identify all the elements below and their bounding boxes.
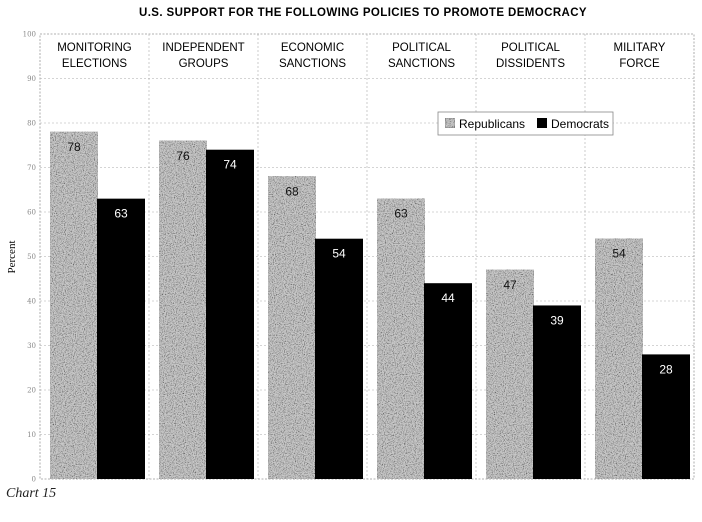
category-label-2-1: SANCTIONS xyxy=(279,58,346,70)
gridlines: 0 10 20 30 40 50 60 70 80 90 100 xyxy=(23,31,694,484)
legend: Republicans Democrats xyxy=(437,111,614,136)
data-label-republicans-1: 76 xyxy=(176,149,190,163)
legend-swatch-democrats xyxy=(537,118,547,128)
category-label-5-1: FORCE xyxy=(619,58,660,70)
y-tick-label-80: 80 xyxy=(27,120,36,128)
y-tick-label-0: 0 xyxy=(32,476,36,484)
y-tick-label-100: 100 xyxy=(23,31,36,39)
category-label-3-0: POLITICAL xyxy=(392,42,451,54)
y-axis-label: Percent xyxy=(6,241,18,274)
bar-republicans-2 xyxy=(267,176,317,480)
data-label-republicans-5: 54 xyxy=(612,247,626,261)
data-label-republicans-2: 68 xyxy=(285,184,299,198)
legend-label-democrats: Democrats xyxy=(551,117,609,131)
y-tick-label-10: 10 xyxy=(27,431,36,439)
category-label-1-0: INDEPENDENT xyxy=(162,42,244,54)
bar-democrats-1 xyxy=(206,149,254,479)
bar-democrats-3 xyxy=(424,283,472,479)
bar-republicans-3 xyxy=(376,198,426,480)
y-tick-label-40: 40 xyxy=(27,298,36,306)
data-label-democrats-4: 39 xyxy=(550,313,564,327)
y-tick-label-30: 30 xyxy=(27,342,36,350)
y-tick-label-50: 50 xyxy=(27,253,36,261)
data-label-democrats-5: 28 xyxy=(659,362,673,376)
data-label-republicans-0: 78 xyxy=(67,140,81,154)
bar-chart: U.S. SUPPORT FOR THE FOLLOWING POLICIES … xyxy=(6,7,695,484)
y-tick-label-70: 70 xyxy=(27,164,36,172)
bar-democrats-2 xyxy=(315,238,363,479)
category-label-0-0: MONITORING xyxy=(57,42,132,54)
category-label-2-0: ECONOMIC xyxy=(281,42,344,54)
category-label-4-1: DISSIDENTS xyxy=(496,58,565,70)
data-label-democrats-1: 74 xyxy=(223,158,237,172)
bar-democrats-0 xyxy=(97,198,145,479)
bar-democrats-5 xyxy=(642,354,690,479)
bar-democrats-4 xyxy=(533,305,581,479)
data-label-republicans-4: 47 xyxy=(503,278,517,292)
chart-caption: Chart 15 xyxy=(6,486,57,501)
data-label-democrats-2: 54 xyxy=(332,247,346,261)
bar-republicans-1 xyxy=(158,140,208,480)
y-tick-label-90: 90 xyxy=(27,75,36,83)
chart-title: U.S. SUPPORT FOR THE FOLLOWING POLICIES … xyxy=(139,7,587,19)
data-label-democrats-0: 63 xyxy=(114,207,128,221)
category-label-1-1: GROUPS xyxy=(179,58,229,70)
category-label-4-0: POLITICAL xyxy=(501,42,560,54)
category-label-3-1: SANCTIONS xyxy=(388,58,455,70)
legend-box xyxy=(437,111,614,136)
category-label-5-0: MILITARY xyxy=(614,42,666,54)
category-label-0-1: ELECTIONS xyxy=(62,58,128,70)
y-tick-label-20: 20 xyxy=(27,387,36,395)
category-labels: MONITORING ELECTIONS INDEPENDENT GROUPS ECON… xyxy=(57,42,666,70)
data-label-democrats-3: 44 xyxy=(441,291,455,305)
bars: 78 63 76 74 68 54 63 44 47 39 54 28 xyxy=(49,131,690,480)
y-tick-label-60: 60 xyxy=(27,209,36,217)
legend-swatch-republicans xyxy=(444,117,456,129)
bar-republicans-0 xyxy=(49,131,99,480)
legend-label-republicans: Republicans xyxy=(459,117,525,131)
bar-republicans-4 xyxy=(485,269,535,480)
data-label-republicans-3: 63 xyxy=(394,207,408,221)
bar-republicans-5 xyxy=(594,238,644,480)
